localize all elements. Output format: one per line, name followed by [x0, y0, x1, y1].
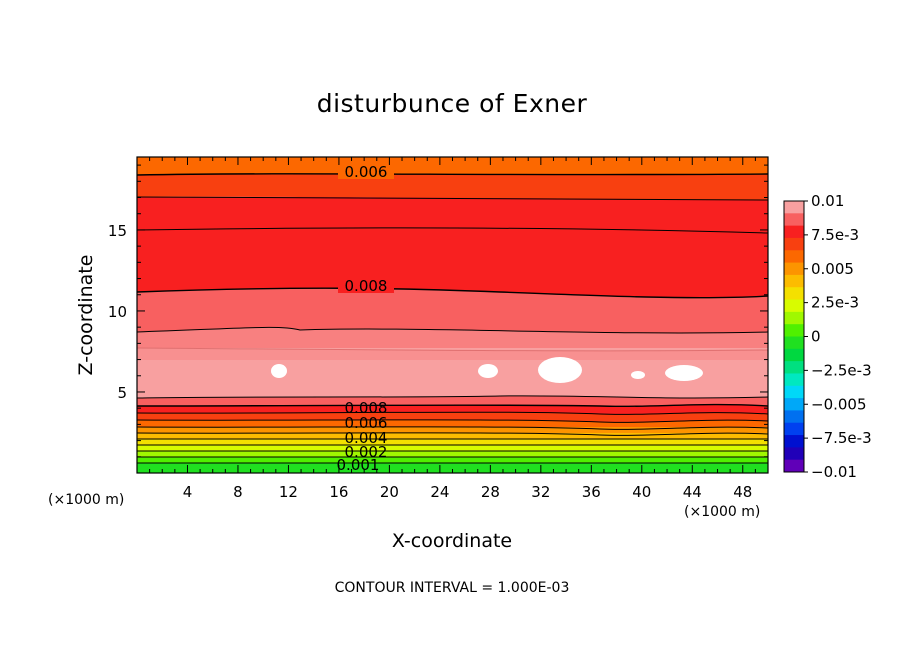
colorbar-swatch — [784, 385, 804, 399]
x-tick-label: 40 — [632, 483, 651, 501]
x-tick-label: 20 — [380, 483, 399, 501]
band-salmon — [137, 288, 768, 333]
colorbar-swatch — [784, 299, 804, 313]
colorbar-swatch — [784, 287, 804, 301]
x-tick-label: 48 — [733, 483, 752, 501]
contour-fill — [137, 157, 768, 473]
colorbar-tick-label: −0.01 — [811, 463, 857, 481]
colorbar-tick-label: −2.5e-3 — [811, 361, 872, 379]
colorbar-swatch — [784, 237, 804, 251]
y-tick-label: 5 — [117, 384, 127, 402]
colorbar-swatch — [784, 274, 804, 288]
x-tick-label: 44 — [683, 483, 702, 501]
y-tick-label: 15 — [108, 222, 127, 240]
x-tick-label: 16 — [329, 483, 348, 501]
colorbar-tick-label: 0 — [811, 328, 821, 346]
contour-label: 0.008 — [345, 399, 388, 417]
colorbar-tick-label: −7.5e-3 — [811, 429, 872, 447]
chart-title: disturbunce of Exner — [317, 89, 588, 118]
colorbar-swatch — [784, 262, 804, 276]
white-blob — [478, 364, 498, 378]
band-upper-redorange — [137, 173, 768, 200]
band-mid-red — [137, 227, 768, 298]
colorbar-tick-label: −0.005 — [811, 395, 867, 413]
y-tick-label: 10 — [108, 303, 127, 321]
colorbar-swatch — [784, 250, 804, 264]
colorbar-swatch — [784, 225, 804, 239]
colorbar-swatch — [784, 459, 804, 473]
colorbar-swatch — [784, 336, 804, 350]
colorbar-swatch — [784, 348, 804, 362]
colorbar-tick-label: 7.5e-3 — [811, 226, 859, 244]
x-tick-label: 4 — [183, 483, 193, 501]
colorbar-swatch — [784, 435, 804, 448]
colorbar-swatch — [784, 410, 804, 424]
x-axis-label: X-coordinate — [392, 530, 512, 552]
y-tick-labels: 5 10 15 — [108, 222, 127, 402]
band-pink — [137, 327, 768, 351]
white-blob — [665, 365, 703, 381]
colorbar-tick-label: 2.5e-3 — [811, 294, 859, 312]
colorbar-swatch — [784, 213, 804, 227]
colorbar-swatch — [784, 373, 804, 387]
contour-interval-note: CONTOUR INTERVAL = 1.000E-03 — [335, 580, 570, 596]
colorbar-swatch — [784, 447, 804, 461]
colorbar-tick-label: 0.01 — [811, 192, 844, 210]
white-blob — [538, 357, 582, 383]
x-tick-label: 36 — [582, 483, 601, 501]
colorbar-tick-label: 0.005 — [811, 260, 854, 278]
x-tick-labels: 4 8 12 16 20 24 28 32 36 40 44 48 — [183, 483, 753, 501]
contour-label: 0.006 — [345, 163, 388, 181]
contour-label: 0.004 — [345, 429, 388, 447]
colorbar-swatch — [784, 361, 804, 374]
x-tick-label: 32 — [531, 483, 550, 501]
x-unit-note: (×1000 m) — [48, 492, 124, 508]
colorbar-swatch — [784, 398, 804, 411]
y-axis-label: Z-coordinate — [75, 255, 97, 376]
contour-label: 0.001 — [337, 456, 380, 474]
white-blob — [631, 371, 645, 379]
colorbar-swatch — [784, 324, 804, 337]
contour-labels: 0.006 0.008 0.008 0.006 0.004 0.002 0.00… — [337, 163, 394, 474]
colorbar-swatch — [784, 201, 804, 214]
x-tick-label: 8 — [233, 483, 243, 501]
x-tick-label: 28 — [481, 483, 500, 501]
band-upper-red — [137, 196, 768, 233]
colorbar: 0.01 7.5e-3 0.005 2.5e-3 0 −2.5e-3 −0.005 −7.5e… — [783, 192, 872, 481]
x-unit-note-right: (×1000 m) — [684, 504, 760, 520]
x-tick-label: 12 — [279, 483, 298, 501]
white-blob — [271, 364, 287, 378]
axis-ticks — [137, 157, 768, 473]
contour-label: 0.002 — [345, 443, 388, 461]
contour-label: 0.008 — [345, 277, 388, 295]
colorbar-swatch — [784, 311, 804, 325]
x-tick-label: 24 — [430, 483, 449, 501]
colorbar-swatch — [784, 422, 804, 436]
contour-label: 0.006 — [345, 414, 388, 432]
